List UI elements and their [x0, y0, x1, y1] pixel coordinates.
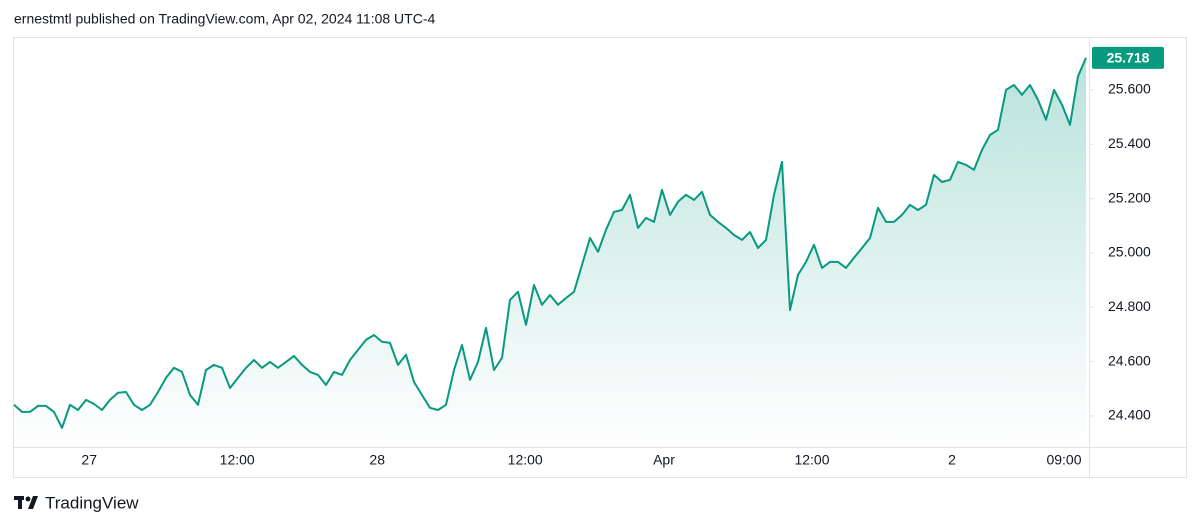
- y-tick-label: 25.200: [1108, 189, 1151, 205]
- logo: [14, 496, 38, 509]
- x-tick-label: 12:00: [508, 452, 543, 468]
- x-tick-label: 28: [369, 452, 385, 468]
- chart-title: ernestmtl published on TradingView.com, …: [14, 11, 435, 27]
- x-tick-label: Apr: [653, 452, 675, 468]
- price-line: [13, 57, 1087, 429]
- chart-frame: [13, 37, 1187, 478]
- y-tick-label: 24.800: [1108, 298, 1151, 314]
- x-tick-label: 09:00: [1046, 452, 1081, 468]
- y-tick-label: 25.000: [1108, 244, 1151, 260]
- brand: TradingView: [45, 493, 139, 512]
- area-fill: [14, 57, 1086, 449]
- x-tick-label: 12:00: [794, 452, 829, 468]
- x-tick-label: 2: [948, 452, 956, 468]
- y-tick-label: 25.600: [1108, 81, 1151, 97]
- y-tick-label: 24.600: [1108, 352, 1151, 368]
- last-price-box: [1092, 46, 1164, 69]
- y-tick-label: 24.400: [1108, 407, 1151, 423]
- last-price-label: 25.718: [1107, 50, 1150, 66]
- y-tick-label: 25.400: [1108, 135, 1151, 151]
- x-tick-label: 12:00: [220, 452, 255, 468]
- x-tick-label: 27: [81, 452, 97, 468]
